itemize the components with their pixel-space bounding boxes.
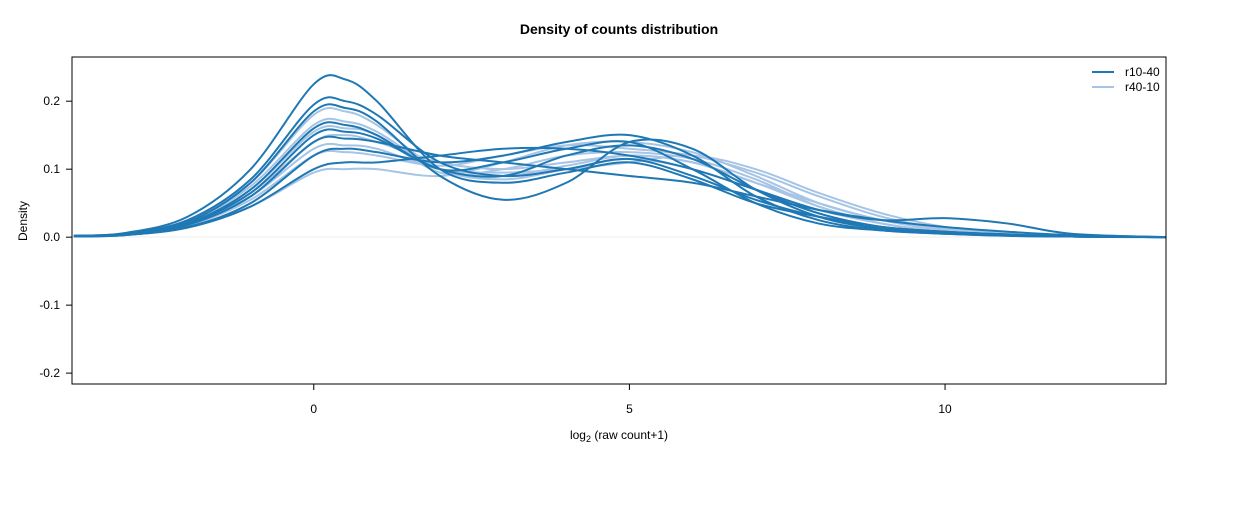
y-axis-label: Density — [16, 201, 30, 241]
y-tick-label: 0.0 — [43, 230, 60, 244]
y-tick-label: 0.2 — [43, 94, 60, 108]
legend: r10-40 r40-10 — [1092, 65, 1160, 94]
y-tick-label: -0.2 — [39, 366, 60, 380]
x-axis-label-log: log — [570, 428, 586, 442]
density-curve-r40-10 — [73, 106, 1167, 239]
density-curve-r10-40 — [73, 133, 1167, 239]
density-curve-r10-40 — [73, 96, 1167, 239]
x-tick-label: 0 — [310, 402, 317, 416]
x-axis-label-subscript: 2 — [586, 434, 591, 444]
x-axis: 0 5 10 — [310, 384, 952, 416]
density-curve-r10-40 — [73, 128, 1167, 239]
density-curve-r10-40 — [73, 121, 1167, 239]
chart-title: Density of counts distribution — [520, 21, 718, 37]
x-axis-label: log2 (raw count+1) — [570, 428, 668, 444]
density-curve-r40-10 — [73, 117, 1167, 239]
density-curve-r40-10 — [73, 144, 1167, 239]
legend-label-r10-40: r10-40 — [1125, 65, 1160, 79]
x-tick-label: 10 — [938, 402, 952, 416]
y-axis: -0.2 -0.1 0.0 0.1 0.2 — [39, 94, 72, 380]
density-curve-r40-10 — [73, 133, 1167, 239]
plot-frame — [71, 56, 1167, 385]
density-curve-r10-40 — [73, 135, 1167, 239]
y-tick-label: 0.1 — [43, 162, 60, 176]
x-tick-label: 5 — [626, 402, 633, 416]
density-curve-r10-40 — [73, 103, 1167, 239]
density-curve-r10-40 — [73, 146, 1167, 239]
y-tick-label: -0.1 — [39, 298, 60, 312]
legend-label-r40-10: r40-10 — [1125, 80, 1160, 94]
x-axis-label-rest: (raw count+1) — [591, 428, 668, 442]
density-curves — [73, 74, 1167, 239]
